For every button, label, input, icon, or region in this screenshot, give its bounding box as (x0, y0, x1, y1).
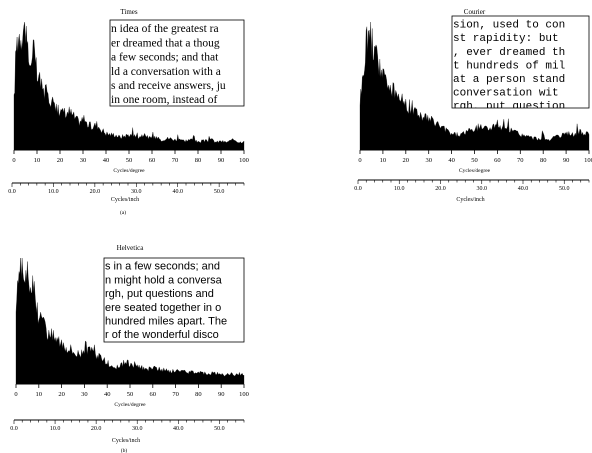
spectrum-area (359, 21, 590, 151)
x-tick-label: 20 (58, 391, 65, 398)
chart-title: Courier (464, 8, 486, 16)
sample-text-line: rgh, put questions and (105, 288, 214, 300)
sample-text-line: , ever dreamed th (453, 47, 565, 59)
sample-text-line: in one room, instead of (111, 94, 218, 106)
x-tick-label: 0 (14, 391, 17, 398)
sample-text-group: n idea of the greatest ra er dreamed that… (111, 23, 226, 106)
sample-text-box (103, 257, 245, 343)
sample-text-line: hundred miles apart. The (105, 316, 227, 328)
sample-text-line: rgh, put question (453, 101, 565, 113)
x2-tick-label: 50.0 (214, 189, 225, 195)
x2-tick-label: 0.0 (10, 426, 18, 432)
spectrum-area (15, 257, 245, 385)
chart-times: Times 0 10 20 30 40 50 60 70 80 90 100 Cycles/degree… (8, 8, 249, 216)
x-tick-label: 100 (584, 157, 592, 164)
sample-text-line: s in a few seconds; and (105, 261, 220, 273)
x2-tick-label: 0.0 (354, 186, 362, 192)
sample-text-line: er dreamed that a thoug (111, 37, 220, 49)
sample-text-line: ld a conversation with a (111, 66, 221, 78)
x2-tick-label: 30.0 (132, 426, 143, 432)
sample-text-line: sion, used to con (453, 20, 565, 32)
x2-axis-label: Cycles/inch (111, 197, 139, 203)
chart-courier: Courier 0 10 20 30 40 50 60 70 80 90 100 Cycles/degr… (354, 8, 592, 203)
spectrum-area (13, 21, 245, 151)
x2-tick-label: 30.0 (131, 189, 142, 195)
sample-text-line: conversation wit (453, 88, 559, 100)
x-tick-label: 90 (563, 157, 570, 164)
x-tick-label: 50 (471, 157, 478, 164)
x2-tick-label: 50.0 (214, 426, 225, 432)
sample-text-line: r of the wonderful disco (105, 329, 219, 341)
x-tick-label: 40 (448, 157, 455, 164)
sample-text-line: at a person stand (453, 74, 565, 86)
sample-text-line: t hundreds of mil (453, 60, 565, 72)
x2-tick-label: 0.0 (8, 189, 16, 195)
x-tick-label: 30 (80, 157, 87, 164)
x-tick-label: 80 (195, 391, 202, 398)
chart-title: Helvetica (117, 244, 145, 252)
x-tick-label: 70 (517, 157, 524, 164)
x-tick-label: 50 (127, 391, 134, 398)
sample-text-box (109, 19, 245, 107)
x-tick-label: 70 (172, 157, 179, 164)
x-tick-label: 90 (218, 391, 225, 398)
x-tick-label: 20 (57, 157, 64, 164)
x2-tick-label: 10.0 (50, 426, 61, 432)
x-axis-label: Cycles/degree (459, 168, 491, 174)
x-tick-label: 30 (81, 391, 88, 398)
x2-tick-label: 40.0 (518, 186, 529, 192)
x-tick-label: 60 (494, 157, 501, 164)
x2-tick-label: 50.0 (559, 186, 570, 192)
x2-axis-label: Cycles/inch (456, 197, 484, 203)
sample-text-line: ere seated together in o (105, 302, 221, 314)
sample-text-line: a few seconds; and that (111, 52, 219, 64)
sample-text-line: st rapidity: but (453, 33, 559, 45)
chart-helvetica: Helvetica 0 10 20 30 40 50 60 70 80 90 100 Cycles/de… (10, 244, 249, 453)
x-tick-label: 30 (425, 157, 432, 164)
x-tick-label: 20 (403, 157, 410, 164)
x-axis-label: Cycles/degree (114, 402, 146, 408)
sample-text-line: s and receive answers, ju (111, 80, 226, 92)
x-tick-label: 90 (218, 157, 225, 164)
x-tick-label: 10 (380, 157, 387, 164)
x-tick-label: 0 (12, 157, 15, 164)
x2-tick-label: 10.0 (394, 186, 405, 192)
x-tick-label: 10 (36, 391, 43, 398)
x2-tick-label: 40.0 (173, 426, 184, 432)
x2-tick-label: 30.0 (477, 186, 488, 192)
sample-text-line: n might hold a conversa (105, 274, 223, 286)
x-tick-label: 80 (540, 157, 547, 164)
x2-tick-label: 20.0 (91, 426, 102, 432)
x-tick-label: 70 (172, 391, 179, 398)
x-tick-label: 60 (150, 391, 157, 398)
x-tick-label: 100 (239, 391, 249, 398)
x2-axis-label: Cycles/inch (112, 438, 140, 444)
x-tick-label: 50 (126, 157, 133, 164)
x-tick-label: 80 (195, 157, 202, 164)
x-tick-label: 40 (104, 391, 111, 398)
x-axis-label: Cycles/degree (113, 168, 145, 174)
x2-tick-label: 20.0 (435, 186, 446, 192)
figure-caption: (b) (121, 447, 128, 453)
sample-text-line: n idea of the greatest ra (111, 23, 219, 35)
x2-tick-label: 10.0 (48, 189, 59, 195)
x2-tick-label: 40.0 (172, 189, 183, 195)
x-tick-label: 10 (34, 157, 41, 164)
chart-title: Times (120, 8, 138, 16)
figure-caption: (a) (120, 209, 126, 216)
x2-tick-label: 20.0 (90, 189, 101, 195)
x-tick-label: 40 (103, 157, 110, 164)
x-tick-label: 60 (149, 157, 156, 164)
sample-text-box (451, 15, 590, 109)
x-tick-label: 0 (358, 157, 361, 164)
x-tick-label: 100 (239, 157, 249, 164)
